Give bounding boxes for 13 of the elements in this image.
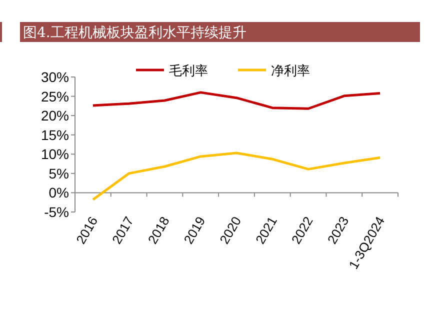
line-series	[92, 152, 382, 201]
y-tick-label: -5%	[44, 204, 69, 220]
chart-title: 图4.工程机械板块盈利水平持续提升	[23, 25, 246, 41]
y-tick-label: 20%	[40, 108, 69, 124]
y-tick-label: 25%	[40, 88, 69, 104]
y-tick-label: 5%	[48, 165, 69, 182]
line-series	[92, 91, 382, 110]
y-tick-label: 10%	[40, 146, 69, 162]
legend-label: 毛利率	[169, 63, 208, 79]
y-tick-label: 30%	[40, 69, 69, 85]
y-tick-label: 0%	[48, 184, 69, 201]
y-tick-label: 15%	[40, 126, 69, 143]
legend-label: 净利率	[271, 63, 310, 79]
